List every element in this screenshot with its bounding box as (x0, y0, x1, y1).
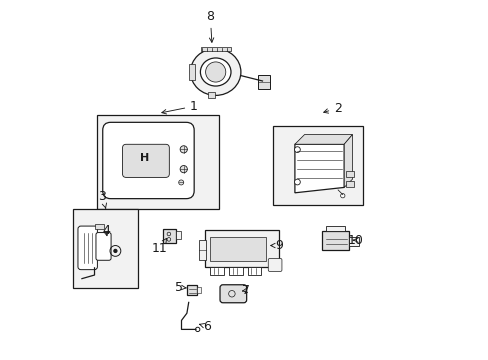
Circle shape (205, 62, 225, 82)
FancyBboxPatch shape (268, 258, 282, 271)
Text: 9: 9 (270, 239, 282, 252)
Bar (348, 237, 358, 246)
Bar (163, 229, 176, 243)
Text: 11: 11 (152, 238, 167, 255)
Bar (207, 92, 215, 98)
Bar (97, 115, 219, 209)
Circle shape (180, 146, 187, 153)
Text: 1: 1 (162, 100, 198, 114)
Text: 8: 8 (206, 10, 214, 42)
Ellipse shape (200, 58, 230, 86)
Text: 6: 6 (199, 320, 210, 333)
Circle shape (294, 147, 300, 153)
Text: 10: 10 (347, 234, 363, 247)
Text: 4: 4 (102, 224, 110, 237)
Text: 7: 7 (241, 284, 249, 297)
Bar (258, 75, 269, 89)
Bar (197, 287, 201, 293)
Bar (228, 267, 242, 275)
Bar (210, 237, 265, 261)
Polygon shape (344, 135, 352, 188)
Circle shape (340, 194, 344, 198)
Bar (186, 285, 197, 295)
Polygon shape (294, 135, 352, 144)
Text: 3: 3 (98, 190, 106, 208)
Bar (200, 47, 230, 51)
Bar (345, 181, 353, 187)
Ellipse shape (190, 49, 241, 95)
Bar (176, 231, 181, 239)
Bar (204, 230, 278, 267)
Text: 5: 5 (175, 281, 186, 294)
Bar (73, 209, 138, 288)
Circle shape (294, 179, 300, 185)
Bar (247, 267, 261, 275)
Bar (199, 240, 205, 260)
Text: H: H (139, 153, 148, 163)
Bar (273, 126, 363, 205)
Bar (345, 171, 353, 177)
Bar (94, 224, 103, 229)
Bar (325, 226, 344, 231)
Bar (321, 231, 348, 250)
Bar (210, 267, 224, 275)
FancyBboxPatch shape (102, 122, 194, 199)
FancyBboxPatch shape (122, 144, 169, 177)
FancyBboxPatch shape (96, 233, 111, 260)
FancyBboxPatch shape (220, 285, 246, 303)
Polygon shape (294, 144, 344, 193)
Circle shape (178, 180, 183, 185)
Circle shape (180, 166, 187, 173)
Circle shape (113, 249, 117, 253)
Text: 2: 2 (323, 102, 341, 114)
FancyBboxPatch shape (78, 226, 97, 270)
Bar (188, 64, 195, 80)
